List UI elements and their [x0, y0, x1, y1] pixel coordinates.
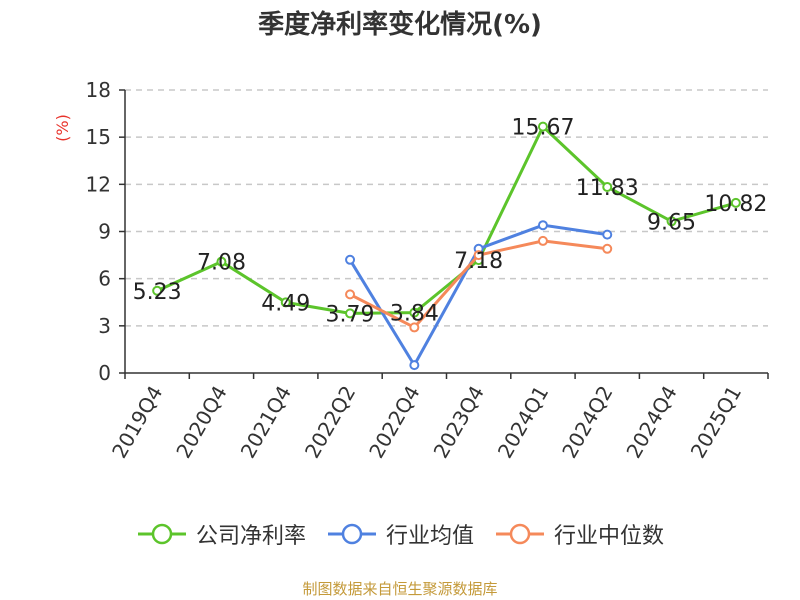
legend-label: 行业中位数 — [554, 524, 665, 549]
data-label: 5.23 — [133, 280, 182, 305]
data-point — [280, 297, 291, 308]
x-tick-label: 2020Q4 — [171, 382, 231, 463]
legend-swatch-marker — [509, 523, 531, 545]
data-point — [216, 256, 227, 267]
data-label: 7.18 — [454, 249, 503, 274]
legend-item[interactable]: 行业中位数 — [494, 518, 664, 550]
data-point — [409, 322, 420, 333]
data-label: 3.84 — [390, 302, 439, 327]
y-axis-label: (%) — [53, 114, 72, 142]
y-tick-label: 15 — [86, 125, 111, 149]
legend-swatch — [327, 523, 376, 545]
data-label: 15.67 — [511, 116, 574, 141]
chart-title: 季度净利率变化情况(%) — [258, 10, 542, 40]
legend-label: 行业均值 — [385, 524, 474, 549]
data-point — [152, 285, 163, 296]
data-point — [345, 254, 356, 265]
data-point — [602, 229, 613, 240]
data-point — [345, 308, 356, 319]
data-label: 7.08 — [197, 251, 246, 276]
source-note: 制图数据来自恒生聚源数据库 — [302, 580, 498, 598]
legend-item[interactable]: 行业均值 — [326, 518, 474, 550]
legend: 公司净利率 行业均值 行业中位数 — [0, 518, 800, 550]
x-tick-label: 2019Q4 — [107, 382, 167, 463]
data-point — [345, 289, 356, 300]
x-tick-label: 2021Q4 — [236, 382, 296, 463]
legend-swatch — [137, 523, 186, 545]
y-tick-label: 6 — [98, 267, 111, 291]
legend-swatch — [496, 523, 544, 545]
series-layer — [152, 121, 741, 371]
legend-swatch-marker — [341, 523, 363, 545]
y-tick-label: 12 — [86, 172, 111, 196]
data-point — [409, 307, 420, 318]
x-tick-label: 2024Q2 — [557, 382, 617, 463]
grid-layer — [125, 89, 768, 327]
legend-swatch-marker — [151, 523, 173, 545]
y-tick-label: 9 — [98, 220, 111, 244]
data-label: 10.82 — [704, 192, 767, 217]
y-tick-label: 3 — [98, 314, 111, 338]
axis-layer: 0 3 6 9 12 15 18 2019Q4 2020Q4 2021Q4 2022Q2 2022Q4… — [86, 78, 769, 463]
data-point — [473, 250, 484, 261]
data-point — [602, 243, 613, 254]
data-point — [537, 235, 548, 246]
data-label: 11.83 — [576, 176, 639, 201]
data-point — [537, 220, 548, 231]
x-tick-label: 2022Q4 — [364, 382, 424, 463]
data-label: 3.79 — [326, 302, 375, 327]
data-point — [537, 121, 548, 132]
data-label: 9.65 — [647, 210, 696, 235]
data-point — [409, 360, 420, 371]
data-label: 4.49 — [261, 291, 310, 316]
data-label-layer: 5.23 7.08 4.49 3.79 3.84 7.18 15.67 11.83 9.65 10… — [133, 116, 768, 328]
data-point — [730, 197, 741, 208]
y-tick-label: 0 — [98, 361, 111, 385]
y-tick-label: 18 — [86, 78, 111, 102]
x-tick-label: 2024Q1 — [493, 382, 553, 463]
x-tick-label: 2024Q4 — [621, 382, 681, 463]
series-line — [156, 124, 737, 315]
legend-label: 公司净利率 — [195, 524, 306, 549]
data-point — [602, 182, 613, 193]
x-tick-label: 2022Q2 — [300, 382, 360, 463]
x-tick-label: 2025Q1 — [686, 382, 746, 463]
legend-item[interactable]: 公司净利率 — [136, 518, 306, 550]
data-point — [666, 216, 677, 227]
x-tick-label: 2023Q4 — [429, 382, 489, 463]
